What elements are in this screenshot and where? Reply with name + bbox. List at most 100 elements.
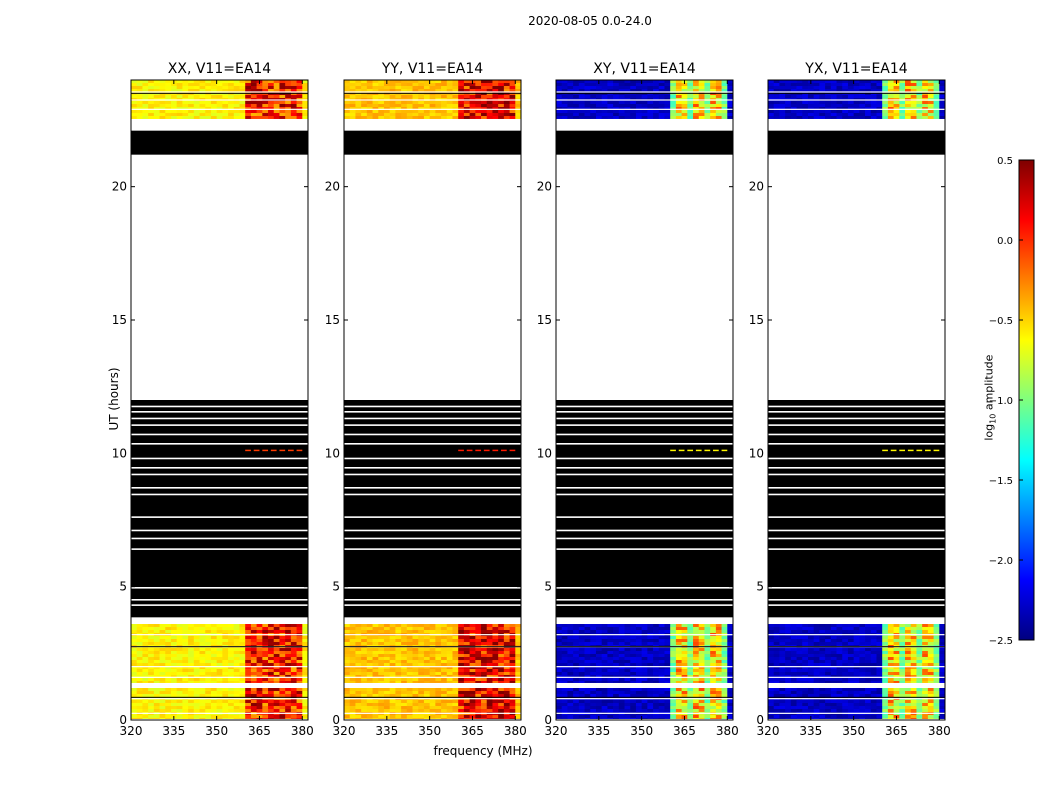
heatmap-cell (148, 669, 155, 673)
heatmap-cell (590, 630, 597, 634)
heatmap-cell (675, 636, 683, 640)
heatmap-cell (228, 691, 235, 695)
heatmap-cell (561, 694, 568, 698)
heatmap-cell (188, 89, 195, 93)
heatmap-cell (165, 688, 172, 692)
heatmap-cell (429, 715, 436, 719)
heatmap-cell (361, 104, 368, 108)
heatmap-cell (584, 627, 591, 631)
heatmap-cell (418, 104, 425, 108)
heatmap-cell (228, 678, 235, 682)
heatmap-cell (561, 663, 568, 667)
heatmap-cell (573, 113, 580, 117)
heatmap-cell (870, 694, 877, 698)
heatmap-cell (670, 101, 677, 105)
heatmap-cell (939, 651, 946, 655)
heatmap-cell (366, 709, 373, 713)
heatmap-cell (233, 639, 240, 643)
heatmap-cell (664, 648, 671, 652)
heatmap-cell (681, 666, 688, 670)
heatmap-cell (830, 642, 837, 646)
heatmap-cell (653, 691, 660, 695)
heatmap-cell (836, 688, 843, 692)
heatmap-cell (469, 681, 476, 683)
heatmap-cell (933, 709, 940, 713)
heatmap-cell (366, 89, 373, 93)
heatmap-cell (245, 660, 252, 664)
heatmap-cell (475, 715, 482, 719)
heatmap-cell (721, 709, 728, 713)
heatmap-cell (727, 654, 734, 658)
heatmap-cell (607, 110, 614, 114)
heatmap-cell (452, 107, 459, 111)
heatmap-cell (279, 691, 286, 695)
heatmap-cell (176, 83, 183, 87)
heatmap-cell (687, 709, 694, 713)
heatmap-cell (727, 688, 734, 692)
heatmap-cell (372, 630, 379, 634)
heatmap-cell (210, 95, 218, 99)
heatmap-cell (412, 706, 419, 710)
data-gap-line (556, 634, 733, 636)
heatmap-cell (228, 624, 235, 628)
signal-trace (296, 449, 303, 452)
heatmap-cell (344, 691, 351, 695)
heatmap-cell (630, 110, 637, 114)
heatmap-cell (721, 703, 728, 707)
heatmap-cell (704, 666, 711, 670)
heatmap-cell (395, 86, 402, 90)
heatmap-cell (853, 706, 860, 710)
data-gap-line (556, 666, 733, 668)
heatmap-cell (435, 718, 442, 719)
heatmap-cell (567, 660, 574, 664)
heatmap-cell (509, 654, 516, 658)
heatmap-cell (418, 700, 425, 704)
heatmap-cell (481, 691, 488, 695)
heatmap-cell (870, 700, 877, 704)
heatmap-cell (290, 89, 297, 93)
heatmap-cell (361, 694, 368, 698)
flag-gap-line (768, 604, 945, 606)
heatmap-cell (836, 627, 843, 631)
heatmap-cell (498, 703, 505, 707)
heatmap-cell (423, 669, 431, 673)
heatmap-cell (498, 681, 505, 683)
heatmap-cell (279, 715, 286, 719)
heatmap-cell (268, 624, 275, 628)
heatmap-cell (355, 113, 362, 117)
heatmap-cell (675, 648, 683, 652)
heatmap-cell (423, 709, 431, 713)
heatmap-cell (153, 648, 160, 652)
heatmap-cell (176, 636, 183, 640)
heatmap-cell (710, 83, 717, 87)
signal-trace (721, 449, 728, 452)
heatmap-cell (188, 660, 195, 664)
heatmap-cell (876, 706, 883, 710)
heatmap-cell (401, 666, 408, 670)
heatmap-cell (355, 636, 362, 640)
heatmap-cell (383, 83, 391, 87)
heatmap-cell (624, 691, 631, 695)
heatmap-cell (302, 700, 309, 704)
heatmap-cell (378, 672, 385, 676)
heatmap-cell (142, 660, 149, 664)
heatmap-cell (670, 110, 677, 114)
heatmap-cell (561, 678, 568, 682)
heatmap-cell (441, 648, 448, 652)
heatmap-cell (210, 116, 218, 119)
heatmap-cell (590, 95, 597, 99)
heatmap-cell (199, 703, 206, 707)
heatmap-cell (165, 630, 172, 634)
heatmap-cell (142, 110, 149, 114)
heatmap-cell (721, 681, 728, 683)
heatmap-cell (664, 694, 671, 698)
heatmap-cell (624, 678, 631, 682)
heatmap-cell (830, 648, 837, 652)
heatmap-cell (383, 666, 391, 670)
heatmap-cell (210, 80, 218, 84)
heatmap-cell (882, 703, 889, 707)
heatmap-cell (262, 678, 269, 682)
heatmap-cell (366, 630, 373, 634)
heatmap-cell (463, 703, 471, 707)
heatmap-cell (182, 80, 189, 84)
